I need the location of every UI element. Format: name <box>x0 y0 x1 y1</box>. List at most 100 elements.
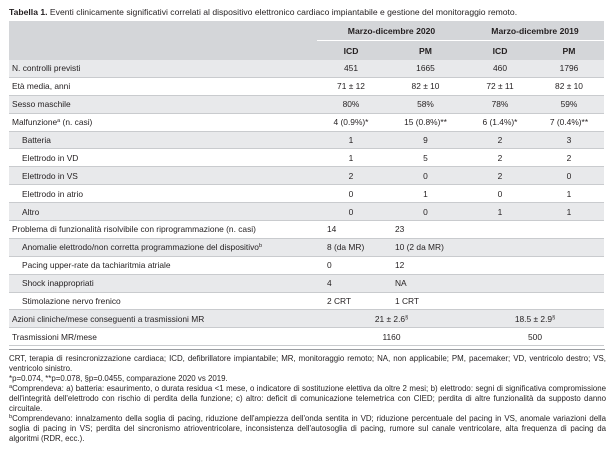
table-row: Elettrodo in VS 2 0 2 0 <box>9 166 604 185</box>
row-label: Sesso maschile <box>9 95 317 114</box>
footnote-marker: § <box>405 314 409 321</box>
row-label-text: Anomalie elettrodo/non corretta programm… <box>22 242 259 253</box>
row-label: Shock inappropriati <box>9 274 317 293</box>
cell-value: 2 <box>317 166 385 185</box>
header-group-2019: Marzo-dicembre 2019 <box>466 21 604 41</box>
cell-value: 451 <box>317 60 385 78</box>
cell-value: 2 CRT <box>317 292 385 310</box>
footnote-marker: § <box>552 314 556 321</box>
cell-value: 14 <box>317 220 385 239</box>
table-footnotes: CRT, terapia di resincronizzazione cardi… <box>9 354 606 443</box>
row-label: Batteria <box>9 131 317 149</box>
row-label: Pacing upper-rate da tachiaritmia atrial… <box>9 256 317 275</box>
cell-value: 15 (0.8%)** <box>385 113 466 132</box>
cell-value: 2 <box>534 148 604 167</box>
cell-value: 80% <box>317 95 385 114</box>
cell-value: 1665 <box>385 60 466 78</box>
cell-value: 3 <box>534 131 604 149</box>
footnote-b-text: Comprendevano: innalzamento della soglia… <box>9 413 606 443</box>
cell-empty <box>534 274 604 293</box>
cell-value: 1160 <box>317 327 466 346</box>
caption-text: Eventi clinicamente significativi correl… <box>49 7 518 17</box>
header-group-2020: Marzo-dicembre 2020 <box>317 21 466 41</box>
row-label: Malfunzionea (n. casi) <box>9 113 317 132</box>
cell-value: 0 <box>534 166 604 185</box>
header-pm-2020: PM <box>419 45 432 56</box>
cell-value: 82 ± 10 <box>385 77 466 96</box>
cell-value: 1796 <box>534 60 604 78</box>
row-label-tail: (n. casi) <box>60 117 93 128</box>
table-header: Marzo-dicembre 2020 Marzo-dicembre 2019 … <box>9 21 604 60</box>
cell-value: 0 <box>385 202 466 221</box>
footnote-abbreviations: CRT, terapia di resincronizzazione cardi… <box>9 354 606 374</box>
footnote-pvalues: *p=0.074, **p=0.078, §p=0.0455, comparaz… <box>9 374 228 384</box>
cell-empty <box>466 274 534 293</box>
table-row: Anomalie elettrodo/non corretta programm… <box>9 238 604 257</box>
cell-value: 71 ± 12 <box>317 77 385 96</box>
table-row: Problema di funzionalità risolvibile con… <box>9 220 604 239</box>
row-label: Trasmissioni MR/mese <box>9 327 317 346</box>
table-bottom-rule <box>9 349 605 351</box>
cell-value: 1 <box>317 148 385 167</box>
footnote-a: aComprendeva: a) batteria: esaurimento, … <box>9 384 606 414</box>
header-pm-2019: PM <box>562 45 576 56</box>
footnote-marker: b <box>258 243 263 250</box>
footnote-a-marker: a <box>9 383 13 390</box>
cell-empty <box>534 238 604 257</box>
cell-value-text: 21 ± 2.6 <box>374 313 406 324</box>
cell-value: 10 (2 da MR) <box>385 238 466 257</box>
cell-value: 0 <box>317 256 385 275</box>
table-row: Stimolazione nervo frenico 2 CRT 1 CRT <box>9 292 604 310</box>
table-row: Età media, anni 71 ± 12 82 ± 10 72 ± 11 … <box>9 77 604 96</box>
cell-value: 500 <box>466 327 604 346</box>
table-row: Elettrodo in VD 1 5 2 2 <box>9 148 604 167</box>
cell-value: 1 CRT <box>385 292 466 310</box>
cell-value: 4 (0.9%)* <box>317 113 385 132</box>
cell-value: 5 <box>385 148 466 167</box>
cell-empty <box>534 292 604 310</box>
cell-empty <box>466 238 534 257</box>
row-label: Anomalie elettrodo/non corretta programm… <box>9 238 317 257</box>
cell-value: 0 <box>385 166 466 185</box>
caption-label: Tabella 1. <box>9 7 48 17</box>
cell-value: 2 <box>466 131 534 149</box>
header-icd-2020: ICD <box>343 45 359 56</box>
cell-value: 9 <box>385 131 466 149</box>
cell-value: 1 <box>385 184 466 203</box>
header-blank <box>9 21 317 41</box>
row-label: Problema di funzionalità risolvibile con… <box>9 220 317 239</box>
cell-empty <box>534 220 604 239</box>
table-row: Azioni cliniche/mese conseguenti a trasm… <box>9 309 604 328</box>
table-row: Shock inappropriati 4 NA <box>9 274 604 293</box>
cell-value: 78% <box>466 95 534 114</box>
cell-value: 7 (0.4%)** <box>534 113 604 132</box>
cell-value: 2 <box>466 166 534 185</box>
table-row: Altro 0 0 1 1 <box>9 202 604 221</box>
cell-value: 12 <box>385 256 466 275</box>
header-icd-2019: ICD <box>492 45 508 56</box>
cell-value: 460 <box>466 60 534 78</box>
row-label: Età media, anni <box>9 77 317 96</box>
cell-value: 0 <box>317 202 385 221</box>
footnote-a-text: Comprendeva: a) batteria: esaurimento, o… <box>9 383 606 413</box>
footnote-b: bComprendevano: innalzamento della sogli… <box>9 414 606 444</box>
table-row: Malfunzionea (n. casi) 4 (0.9%)* 15 (0.8… <box>9 113 604 132</box>
cell-value: 1 <box>534 202 604 221</box>
table-row: Sesso maschile 80% 58% 78% 59% <box>9 95 604 114</box>
row-label: Elettrodo in VS <box>9 166 317 185</box>
cell-value: 18.5 ± 2.9§ <box>466 309 604 328</box>
cell-value: 59% <box>534 95 604 114</box>
cell-value: 58% <box>385 95 466 114</box>
row-label: Azioni cliniche/mese conseguenti a trasm… <box>9 309 317 328</box>
cell-value: 1 <box>466 202 534 221</box>
footnote-b-marker: b <box>9 413 13 420</box>
cell-value: 0 <box>466 184 534 203</box>
row-label-text: Malfunzione <box>12 117 58 128</box>
cell-value: 82 ± 10 <box>534 77 604 96</box>
cell-value: 1 <box>534 184 604 203</box>
table-row: Trasmissioni MR/mese 1160 500 <box>9 327 604 346</box>
table-row: N. controlli previsti 451 1665 460 1796 <box>9 60 604 78</box>
cell-value: 4 <box>317 274 385 293</box>
cell-value: 21 ± 2.6§ <box>317 309 466 328</box>
